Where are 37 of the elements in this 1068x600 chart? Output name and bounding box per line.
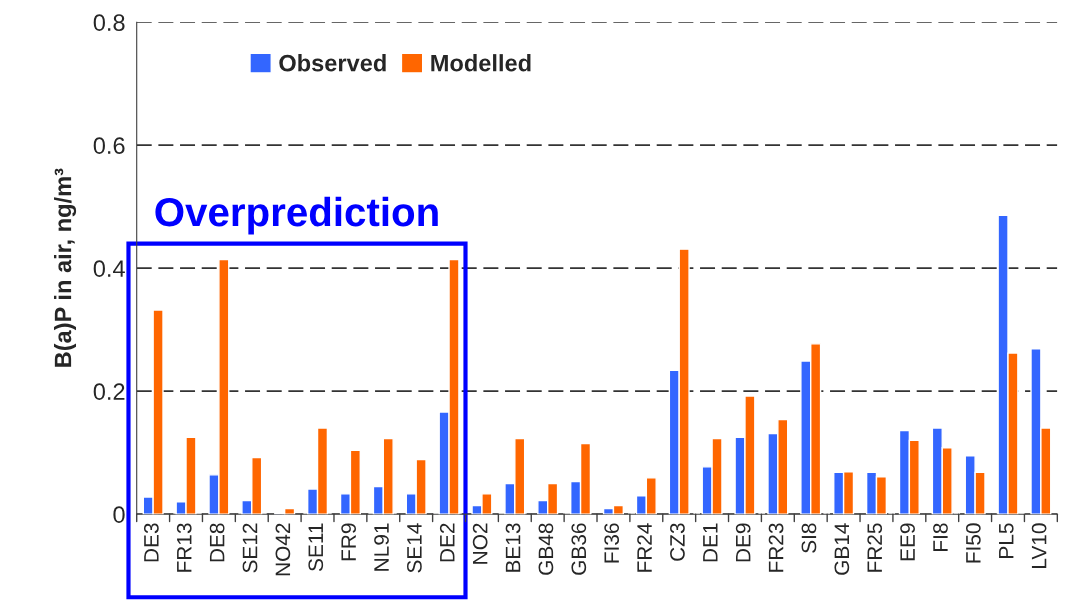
- x-tick-label: DE9: [735, 523, 751, 562]
- x-tick-label: FR25: [867, 523, 883, 572]
- y-axis-title: B(a)P in air, ng/m³: [53, 168, 77, 367]
- legend-label: Observed: [279, 54, 386, 72]
- x-tick-label: LV10: [1031, 523, 1047, 568]
- y-tick-label: 0.6: [93, 137, 125, 154]
- x-tick-label: SE14: [407, 523, 422, 573]
- x-tick-label: NL91: [374, 523, 389, 571]
- x-tick-label: GB14: [834, 523, 850, 575]
- x-tick-label: NO2: [472, 523, 488, 564]
- x-tick-label: NO42: [275, 523, 291, 576]
- x-tick-label: DE3: [143, 523, 159, 562]
- x-tick-label: PL5: [999, 523, 1014, 558]
- x-tick-label: EE9: [900, 523, 915, 561]
- x-tick-label: DE8: [209, 523, 225, 562]
- y-tick-label: 0: [113, 506, 125, 523]
- x-tick-label: FR23: [768, 523, 784, 572]
- x-tick-label: FR9: [341, 523, 357, 561]
- x-tick-label: SE11: [308, 523, 324, 572]
- y-tick-label: 0.4: [93, 260, 125, 277]
- x-tick-label: SE12: [242, 523, 258, 573]
- x-tick-label: FI50: [965, 523, 981, 563]
- x-tick-label: FI8: [933, 523, 948, 551]
- x-tick-label: CZ3: [670, 523, 685, 561]
- y-tick-label: 0.2: [93, 383, 125, 400]
- y-tick-label: 0.8: [93, 14, 125, 31]
- x-tick-label: BE13: [505, 523, 521, 572]
- x-tick-label: GB48: [538, 523, 554, 575]
- x-tick-label: SI8: [801, 523, 817, 553]
- x-tick-label: DE1: [703, 523, 718, 562]
- x-tick-label: FI36: [604, 523, 620, 563]
- x-tick-label: GB36: [571, 523, 587, 575]
- x-tick-label: DE2: [439, 523, 455, 562]
- x-tick-label: FR13: [176, 523, 192, 572]
- annotation: Overprediction: [155, 196, 438, 235]
- x-tick-label: FR24: [637, 523, 652, 572]
- legend-label: Modelled: [431, 54, 531, 72]
